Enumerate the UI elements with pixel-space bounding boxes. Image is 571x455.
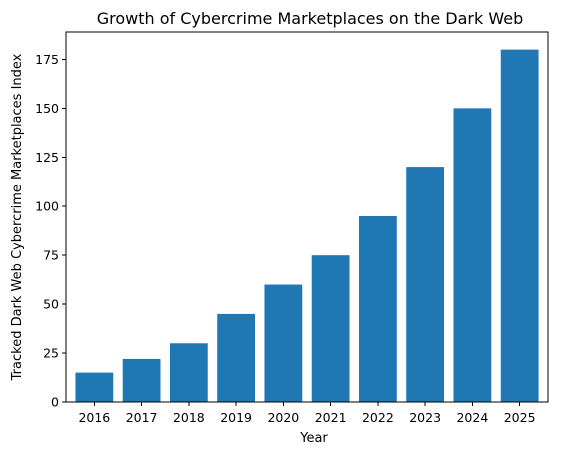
bars-group [75,49,539,403]
y-tick-label-25: 25 [43,346,59,361]
bar-2017 [122,358,161,402]
bar-2019 [217,313,256,402]
y-tick-label-100: 100 [35,199,59,214]
chart-title: Growth of Cybercrime Marketplaces on the… [97,9,523,28]
axes-frame [65,31,549,403]
x-tick-label-2021: 2021 [315,410,347,425]
y-axis-ticks: 0 25 50 75 100 125 150 175 [35,52,66,410]
x-tick-label-2023: 2023 [409,410,441,425]
x-tick-label-2017: 2017 [126,410,158,425]
y-tick-label-75: 75 [43,248,59,263]
bar-2025 [500,49,539,403]
bar-2021 [311,255,350,402]
x-tick-label-2018: 2018 [173,410,205,425]
y-tick-label-125: 125 [35,150,59,165]
x-axis-label: Year [299,431,328,446]
bar-2023 [406,167,445,402]
y-axis-label: Tracked Dark Web Cybercrime Marketplaces… [10,53,25,381]
bar-2020 [264,284,303,402]
x-tick-label-2019: 2019 [220,410,252,425]
x-tick-label-2016: 2016 [78,410,110,425]
x-tick-label-2024: 2024 [456,410,488,425]
x-tick-label-2020: 2020 [267,410,299,425]
y-tick-label-150: 150 [35,101,59,116]
plot-frame [65,31,549,403]
bar-2018 [169,343,208,402]
y-tick-label-0: 0 [51,395,59,410]
x-tick-label-2022: 2022 [362,410,394,425]
bar-2016 [75,372,114,402]
bar-2024 [453,108,492,402]
x-tick-label-2025: 2025 [504,410,536,425]
y-tick-label-175: 175 [35,52,59,67]
bar-2022 [358,216,397,402]
y-tick-label-50: 50 [43,297,59,312]
x-axis-ticks: 2016 2017 2018 2019 2020 2021 2022 2023 2024 2025 [78,402,536,425]
